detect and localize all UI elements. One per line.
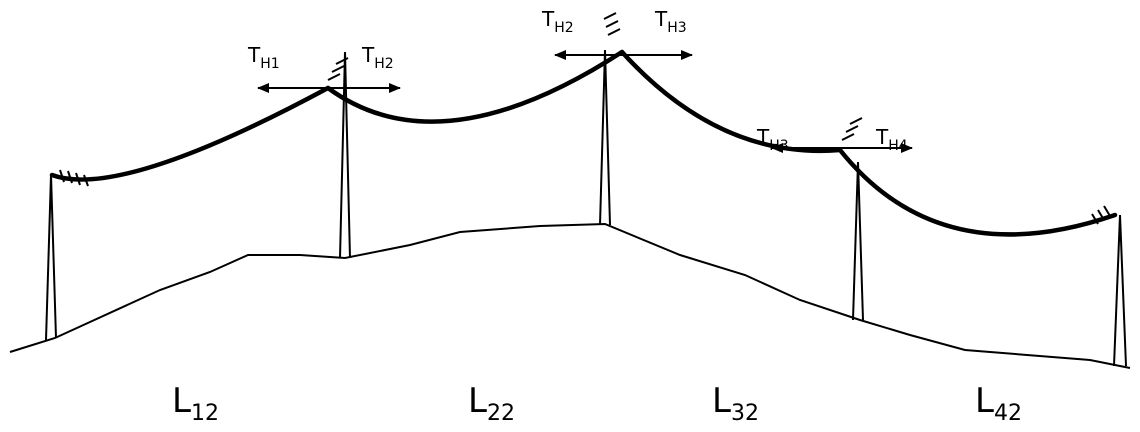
span-label: L32 xyxy=(712,381,759,426)
span-label: L22 xyxy=(468,381,515,426)
tension-label: TH2 xyxy=(541,7,574,36)
label-sub: 22 xyxy=(487,401,515,426)
label-sub: 42 xyxy=(994,401,1022,426)
label-main: T xyxy=(247,43,261,67)
label-sub: H2 xyxy=(554,20,573,36)
span-label: L42 xyxy=(975,381,1022,426)
tension-label: TH1 xyxy=(247,43,280,72)
label-main: L xyxy=(172,381,191,421)
span-label: L12 xyxy=(172,381,219,426)
label-main: L xyxy=(975,381,994,421)
label-main: T xyxy=(756,125,770,149)
label-sub: 32 xyxy=(731,401,759,426)
label-main: T xyxy=(541,7,555,31)
label-main: L xyxy=(712,381,731,421)
towers xyxy=(45,49,1127,367)
arrows xyxy=(257,50,913,153)
label-sub: 12 xyxy=(191,401,219,426)
insulator-hatches xyxy=(59,12,1111,225)
tension-label: TH4 xyxy=(875,125,908,154)
label-sub: H3 xyxy=(667,20,686,36)
label-main: T xyxy=(361,43,375,67)
tension-labels: TH1 TH2 TH2 TH3 TH3 TH4 xyxy=(247,7,908,154)
tension-label: TH3 xyxy=(654,7,687,36)
label-sub: H2 xyxy=(374,56,393,72)
label-main: T xyxy=(654,7,668,31)
label-sub: H1 xyxy=(260,56,279,72)
label-sub: H4 xyxy=(888,138,908,154)
span-labels: L12 L22 L32 L42 xyxy=(172,381,1022,426)
ground xyxy=(9,222,1131,369)
tension-label: TH3 xyxy=(756,125,789,154)
cables xyxy=(49,49,1118,237)
label-main: L xyxy=(468,381,487,421)
label-sub: H3 xyxy=(769,138,788,154)
tension-label: TH2 xyxy=(361,43,394,72)
label-main: T xyxy=(875,125,889,149)
